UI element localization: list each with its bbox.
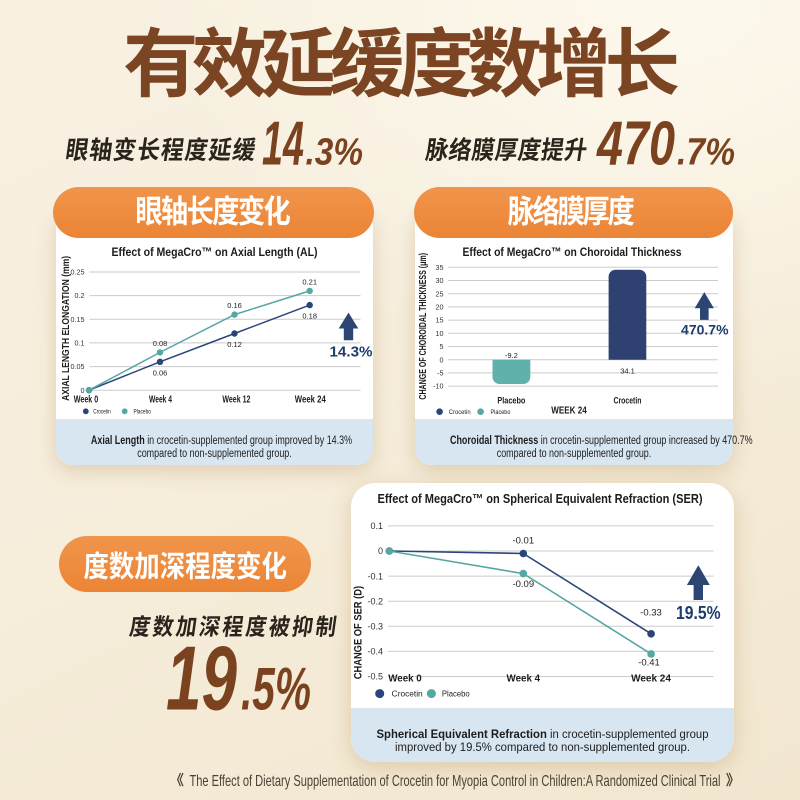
svg-text:Effect of MegaCro™ on Axial Le: Effect of MegaCro™ on Axial Length (AL) (112, 245, 318, 259)
svg-text:Week 4: Week 4 (149, 395, 172, 406)
svg-text:Week 24: Week 24 (295, 395, 326, 406)
svg-text:-0.1: -0.1 (367, 571, 383, 581)
svg-text:0.08: 0.08 (153, 339, 168, 348)
svg-text:.3%: .3% (306, 132, 364, 174)
svg-text:-0.41: -0.41 (638, 658, 660, 669)
svg-text:Week 0: Week 0 (74, 395, 99, 406)
svg-text:Crocetin: Crocetin (614, 396, 642, 406)
svg-text:15: 15 (436, 316, 444, 325)
svg-text:Crocetin: Crocetin (93, 409, 111, 416)
svg-text:0.15: 0.15 (71, 315, 85, 324)
svg-text:10: 10 (436, 329, 444, 338)
svg-text:-0.09: -0.09 (512, 579, 534, 590)
svg-text:Placebo: Placebo (497, 396, 525, 406)
svg-text:-0.4: -0.4 (367, 647, 383, 657)
svg-text:19: 19 (166, 629, 237, 730)
svg-text:0.16: 0.16 (227, 301, 242, 310)
svg-text:20: 20 (436, 303, 444, 312)
svg-text:Week 0: Week 0 (388, 673, 422, 684)
svg-text:470.7%: 470.7% (681, 323, 729, 338)
svg-text:0.25: 0.25 (71, 268, 85, 277)
svg-text:0.12: 0.12 (227, 340, 242, 349)
svg-text:0.06: 0.06 (153, 368, 168, 377)
svg-text:-0.33: -0.33 (640, 607, 662, 618)
svg-text:14: 14 (262, 110, 304, 179)
svg-text:-5: -5 (437, 369, 443, 378)
svg-text:.7%: .7% (677, 132, 735, 174)
svg-text:Week 4: Week 4 (507, 673, 541, 684)
svg-text:0.2: 0.2 (75, 291, 85, 300)
svg-text:AXIAL LENGTH ELONGATION (mm): AXIAL LENGTH ELONGATION (mm) (61, 256, 72, 401)
svg-text:0.1: 0.1 (75, 339, 85, 348)
svg-text:0: 0 (440, 355, 444, 364)
svg-text:19.5%: 19.5% (676, 603, 721, 623)
svg-text:Week 24: Week 24 (631, 673, 671, 684)
svg-text:Effect of MegaCro™ on Choroida: Effect of MegaCro™ on Choroidal Thicknes… (463, 245, 682, 259)
svg-text:Placebo: Placebo (491, 409, 511, 416)
svg-text:Placebo: Placebo (134, 409, 152, 416)
svg-text:-0.01: -0.01 (512, 536, 534, 547)
svg-text:-9.2: -9.2 (505, 351, 518, 360)
svg-text:CHANGE OF CHOROIDAL THICKNESS: CHANGE OF CHOROIDAL THICKNESS (μm) (418, 253, 429, 400)
svg-text:-0.5: -0.5 (367, 672, 383, 682)
svg-text:Effect of MegaCro™ on Spherica: Effect of MegaCro™ on Spherical Equivale… (378, 491, 703, 506)
svg-text:0.1: 0.1 (370, 521, 383, 531)
svg-text:The Effect of Dietary Suppleme: The Effect of Dietary Supplementation of… (190, 773, 721, 790)
svg-text:0.21: 0.21 (302, 277, 317, 286)
svg-text:-10: -10 (433, 382, 443, 391)
svg-text:Crocetin: Crocetin (392, 689, 423, 698)
svg-text:0: 0 (81, 386, 85, 395)
svg-text:35: 35 (436, 263, 444, 272)
svg-text:14.3%: 14.3% (330, 345, 373, 361)
svg-text:Crocetin: Crocetin (449, 409, 471, 416)
svg-text:-0.3: -0.3 (367, 622, 383, 632)
svg-text:0: 0 (378, 546, 383, 556)
svg-text:CHANGE OF SER (D): CHANGE OF SER (D) (352, 586, 364, 680)
svg-text:0.18: 0.18 (302, 312, 317, 321)
svg-text:0.05: 0.05 (71, 362, 85, 371)
svg-text:25: 25 (436, 289, 444, 298)
svg-text:.5%: .5% (241, 656, 311, 723)
svg-text:34.1: 34.1 (620, 367, 635, 376)
svg-text:30: 30 (436, 276, 444, 285)
svg-text:470: 470 (595, 110, 675, 179)
svg-text:5: 5 (440, 342, 444, 351)
svg-text:Placebo: Placebo (442, 689, 470, 698)
svg-text:WEEK 24: WEEK 24 (551, 405, 587, 416)
svg-text:-0.2: -0.2 (367, 596, 383, 606)
svg-text:Week 12: Week 12 (222, 395, 250, 406)
